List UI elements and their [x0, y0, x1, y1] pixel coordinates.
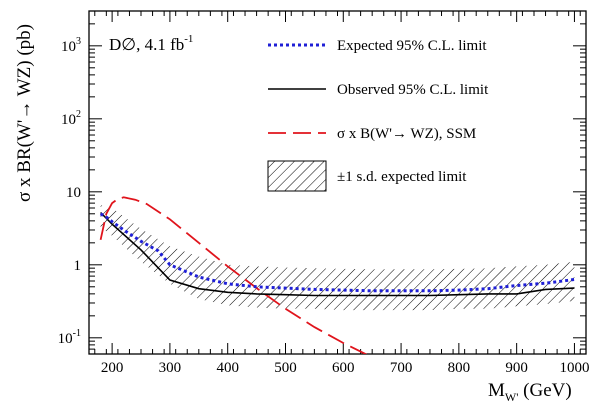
ssm-cross-section-line — [99, 196, 368, 354]
x-tick-label: 600 — [332, 360, 355, 376]
y-tick-label: 10 — [66, 185, 81, 201]
y-tick-label: 10-1 — [58, 328, 81, 347]
x-tick-label: 400 — [216, 360, 239, 376]
x-axis-title: MW' (GeV) — [488, 380, 572, 404]
observed-limit-line — [100, 211, 575, 297]
legend-swatch-band — [267, 160, 327, 192]
expected-limit-line — [99, 212, 575, 293]
x-tick-label: 200 — [101, 360, 124, 376]
y-tick-label: 1 — [74, 258, 82, 274]
legend: Expected 95% C.L. limit Observed 95% C.L… — [267, 38, 489, 192]
expected-band — [100, 205, 575, 311]
y-tick-label: 103 — [61, 36, 81, 55]
x-tick-label: 300 — [159, 360, 182, 376]
x-tick-label: 800 — [448, 360, 471, 376]
y-axis-title: σ x BR(W'→ WZ) (pb) — [14, 24, 35, 202]
x-tick-label: 500 — [274, 360, 297, 376]
legend-label-expected: Expected 95% C.L. limit — [337, 38, 487, 54]
legend-label-observed: Observed 95% C.L. limit — [337, 82, 489, 98]
y-tick-labels: 10-1 1 10 102 103 — [58, 36, 81, 347]
x-tick-label: 900 — [505, 360, 528, 376]
x-tick-labels: 200 300 400 500 600 700 800 900 1000 — [101, 360, 590, 376]
y-tick-label: 102 — [61, 109, 81, 128]
x-tick-label: 1000 — [559, 360, 589, 376]
legend-label-ssm: σ x B(W'→ WZ), SSM — [337, 126, 476, 142]
axis-ticks — [89, 10, 586, 355]
luminosity-annotation: D∅, 4.1 fb-1 — [109, 33, 193, 54]
x-tick-label: 700 — [390, 360, 413, 376]
legend-label-band: ±1 s.d. expected limit — [337, 169, 467, 185]
